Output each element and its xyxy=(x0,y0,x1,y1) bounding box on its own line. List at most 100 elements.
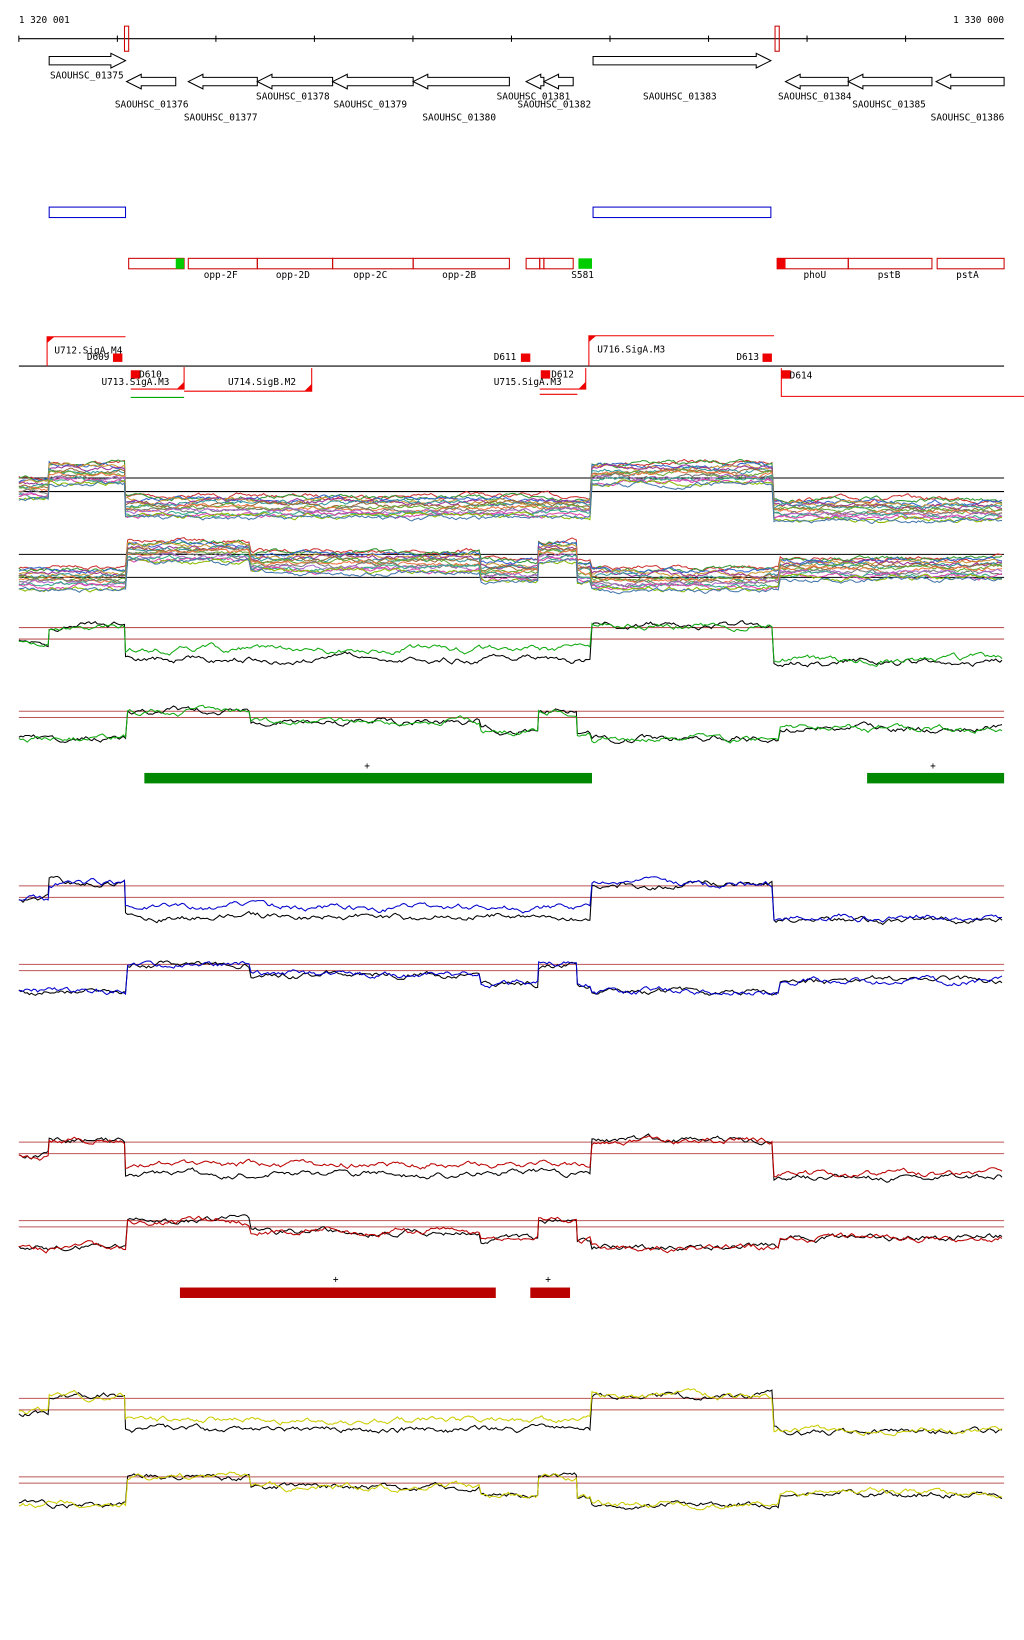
promoter-label: D609 xyxy=(87,352,110,363)
expression-trace xyxy=(18,458,1003,505)
expression-trace xyxy=(18,1472,1003,1510)
gene-label: SAOUHSC_01377 xyxy=(184,112,258,123)
feature-fill xyxy=(578,258,593,269)
expression-trace xyxy=(18,460,1003,508)
ruler-marker xyxy=(123,25,130,52)
promoter-label: U712.SigA.M4 xyxy=(54,346,122,357)
promoter-label: U713.SigA.M3 xyxy=(101,377,169,388)
gene-arrow xyxy=(934,73,1005,90)
feature-box xyxy=(539,257,545,270)
expression-trace xyxy=(18,876,1003,923)
expression-trace xyxy=(18,467,1003,513)
feature-label: pstB xyxy=(878,270,901,281)
expression-trace xyxy=(18,465,1003,510)
promoter-label: D610 xyxy=(139,370,162,381)
expression-trace xyxy=(18,960,1003,996)
feature-label: opp-2F xyxy=(204,270,238,281)
expression-trace xyxy=(18,557,1003,595)
significance-bar xyxy=(867,772,1005,784)
terminator-box xyxy=(540,370,551,379)
terminator-box xyxy=(781,370,791,379)
gene-label: SAOUHSC_01379 xyxy=(333,100,407,111)
feature-label: opp-2C xyxy=(353,270,387,281)
expression-trace xyxy=(18,552,1003,588)
expression-trace xyxy=(18,620,1003,668)
significance-bar xyxy=(144,772,593,784)
promoter-label: D614 xyxy=(790,371,813,382)
gene-label: SAOUHSC_01386 xyxy=(931,112,1005,123)
gene-label: SAOUHSC_01382 xyxy=(518,100,592,111)
operon-box xyxy=(592,206,772,219)
expression-trace xyxy=(18,705,1003,744)
feature-label: pstA xyxy=(956,270,979,281)
feature-box xyxy=(256,257,334,270)
expression-trace xyxy=(18,875,1003,926)
expression-trace xyxy=(18,622,1003,667)
plus-mark: + xyxy=(333,1274,339,1285)
gene-label: SAOUHSC_01378 xyxy=(256,91,330,102)
expression-trace xyxy=(18,1214,1003,1252)
promoter-label: U715.SigA.M3 xyxy=(494,377,562,388)
promoter-label: D612 xyxy=(551,370,574,381)
expression-trace xyxy=(18,472,1003,517)
feature-label: opp-2B xyxy=(442,270,476,281)
gene-arrow xyxy=(331,73,414,90)
feature-box xyxy=(525,257,541,270)
gene-arrow xyxy=(592,52,773,69)
gene-arrow xyxy=(411,73,510,90)
operon-box xyxy=(48,206,127,219)
feature-label: opp-2D xyxy=(276,270,310,281)
terminator-box xyxy=(112,353,123,362)
promoter-label: U714.SigB.M2 xyxy=(228,377,296,388)
promoter-flag xyxy=(578,381,586,390)
plus-mark: + xyxy=(930,761,936,772)
gene-arrow xyxy=(125,73,177,90)
terminator-box xyxy=(762,353,772,362)
promoter-flag xyxy=(588,335,597,343)
gene-label: SAOUHSC_01385 xyxy=(852,100,926,111)
promoter-line xyxy=(780,368,1024,397)
expression-trace xyxy=(18,479,1003,524)
expression-trace xyxy=(18,473,1003,519)
significance-bar xyxy=(179,1287,496,1298)
feature-fill xyxy=(777,258,786,269)
gene-arrow xyxy=(256,73,334,90)
ruler-end: 1 330 000 xyxy=(953,15,1004,26)
significance-bar xyxy=(530,1287,571,1298)
feature-box xyxy=(187,257,258,270)
promoter-flag xyxy=(304,383,312,392)
feature-box xyxy=(936,257,1005,270)
expression-trace xyxy=(18,1215,1003,1254)
gene-arrow xyxy=(524,73,545,90)
gene-label: SAOUHSC_01383 xyxy=(643,91,717,102)
gene-arrow xyxy=(48,52,127,69)
expression-trace xyxy=(18,960,1003,996)
gene-arrow xyxy=(542,73,574,90)
gene-label: SAOUHSC_01376 xyxy=(115,100,189,111)
gene-label: SAOUHSC_01380 xyxy=(422,112,496,123)
terminator-box xyxy=(520,353,531,362)
promoter-label: D613 xyxy=(736,352,759,363)
feature-box xyxy=(412,257,510,270)
promoter-flag xyxy=(176,381,185,390)
feature-box xyxy=(332,257,414,270)
feature-label: phoU xyxy=(803,270,826,281)
expression-trace xyxy=(18,546,1003,584)
gene-arrow xyxy=(847,73,933,90)
expression-trace xyxy=(18,704,1003,744)
plus-mark: + xyxy=(545,1274,551,1285)
ruler-marker xyxy=(774,25,780,52)
feature-fill xyxy=(175,258,185,269)
expression-trace xyxy=(18,462,1003,509)
expression-trace xyxy=(18,1135,1003,1178)
expression-trace xyxy=(18,1133,1003,1183)
terminator-box xyxy=(130,370,141,379)
gene-label: SAOUHSC_01381 xyxy=(497,91,571,102)
expression-trace xyxy=(18,556,1003,591)
gene-label: SAOUHSC_01375 xyxy=(50,70,124,81)
feature-box xyxy=(543,257,574,270)
ruler-start: 1 320 001 xyxy=(19,15,70,26)
feature-label: S581 xyxy=(571,270,594,281)
promoter-label: U716.SigA.M3 xyxy=(597,344,665,355)
